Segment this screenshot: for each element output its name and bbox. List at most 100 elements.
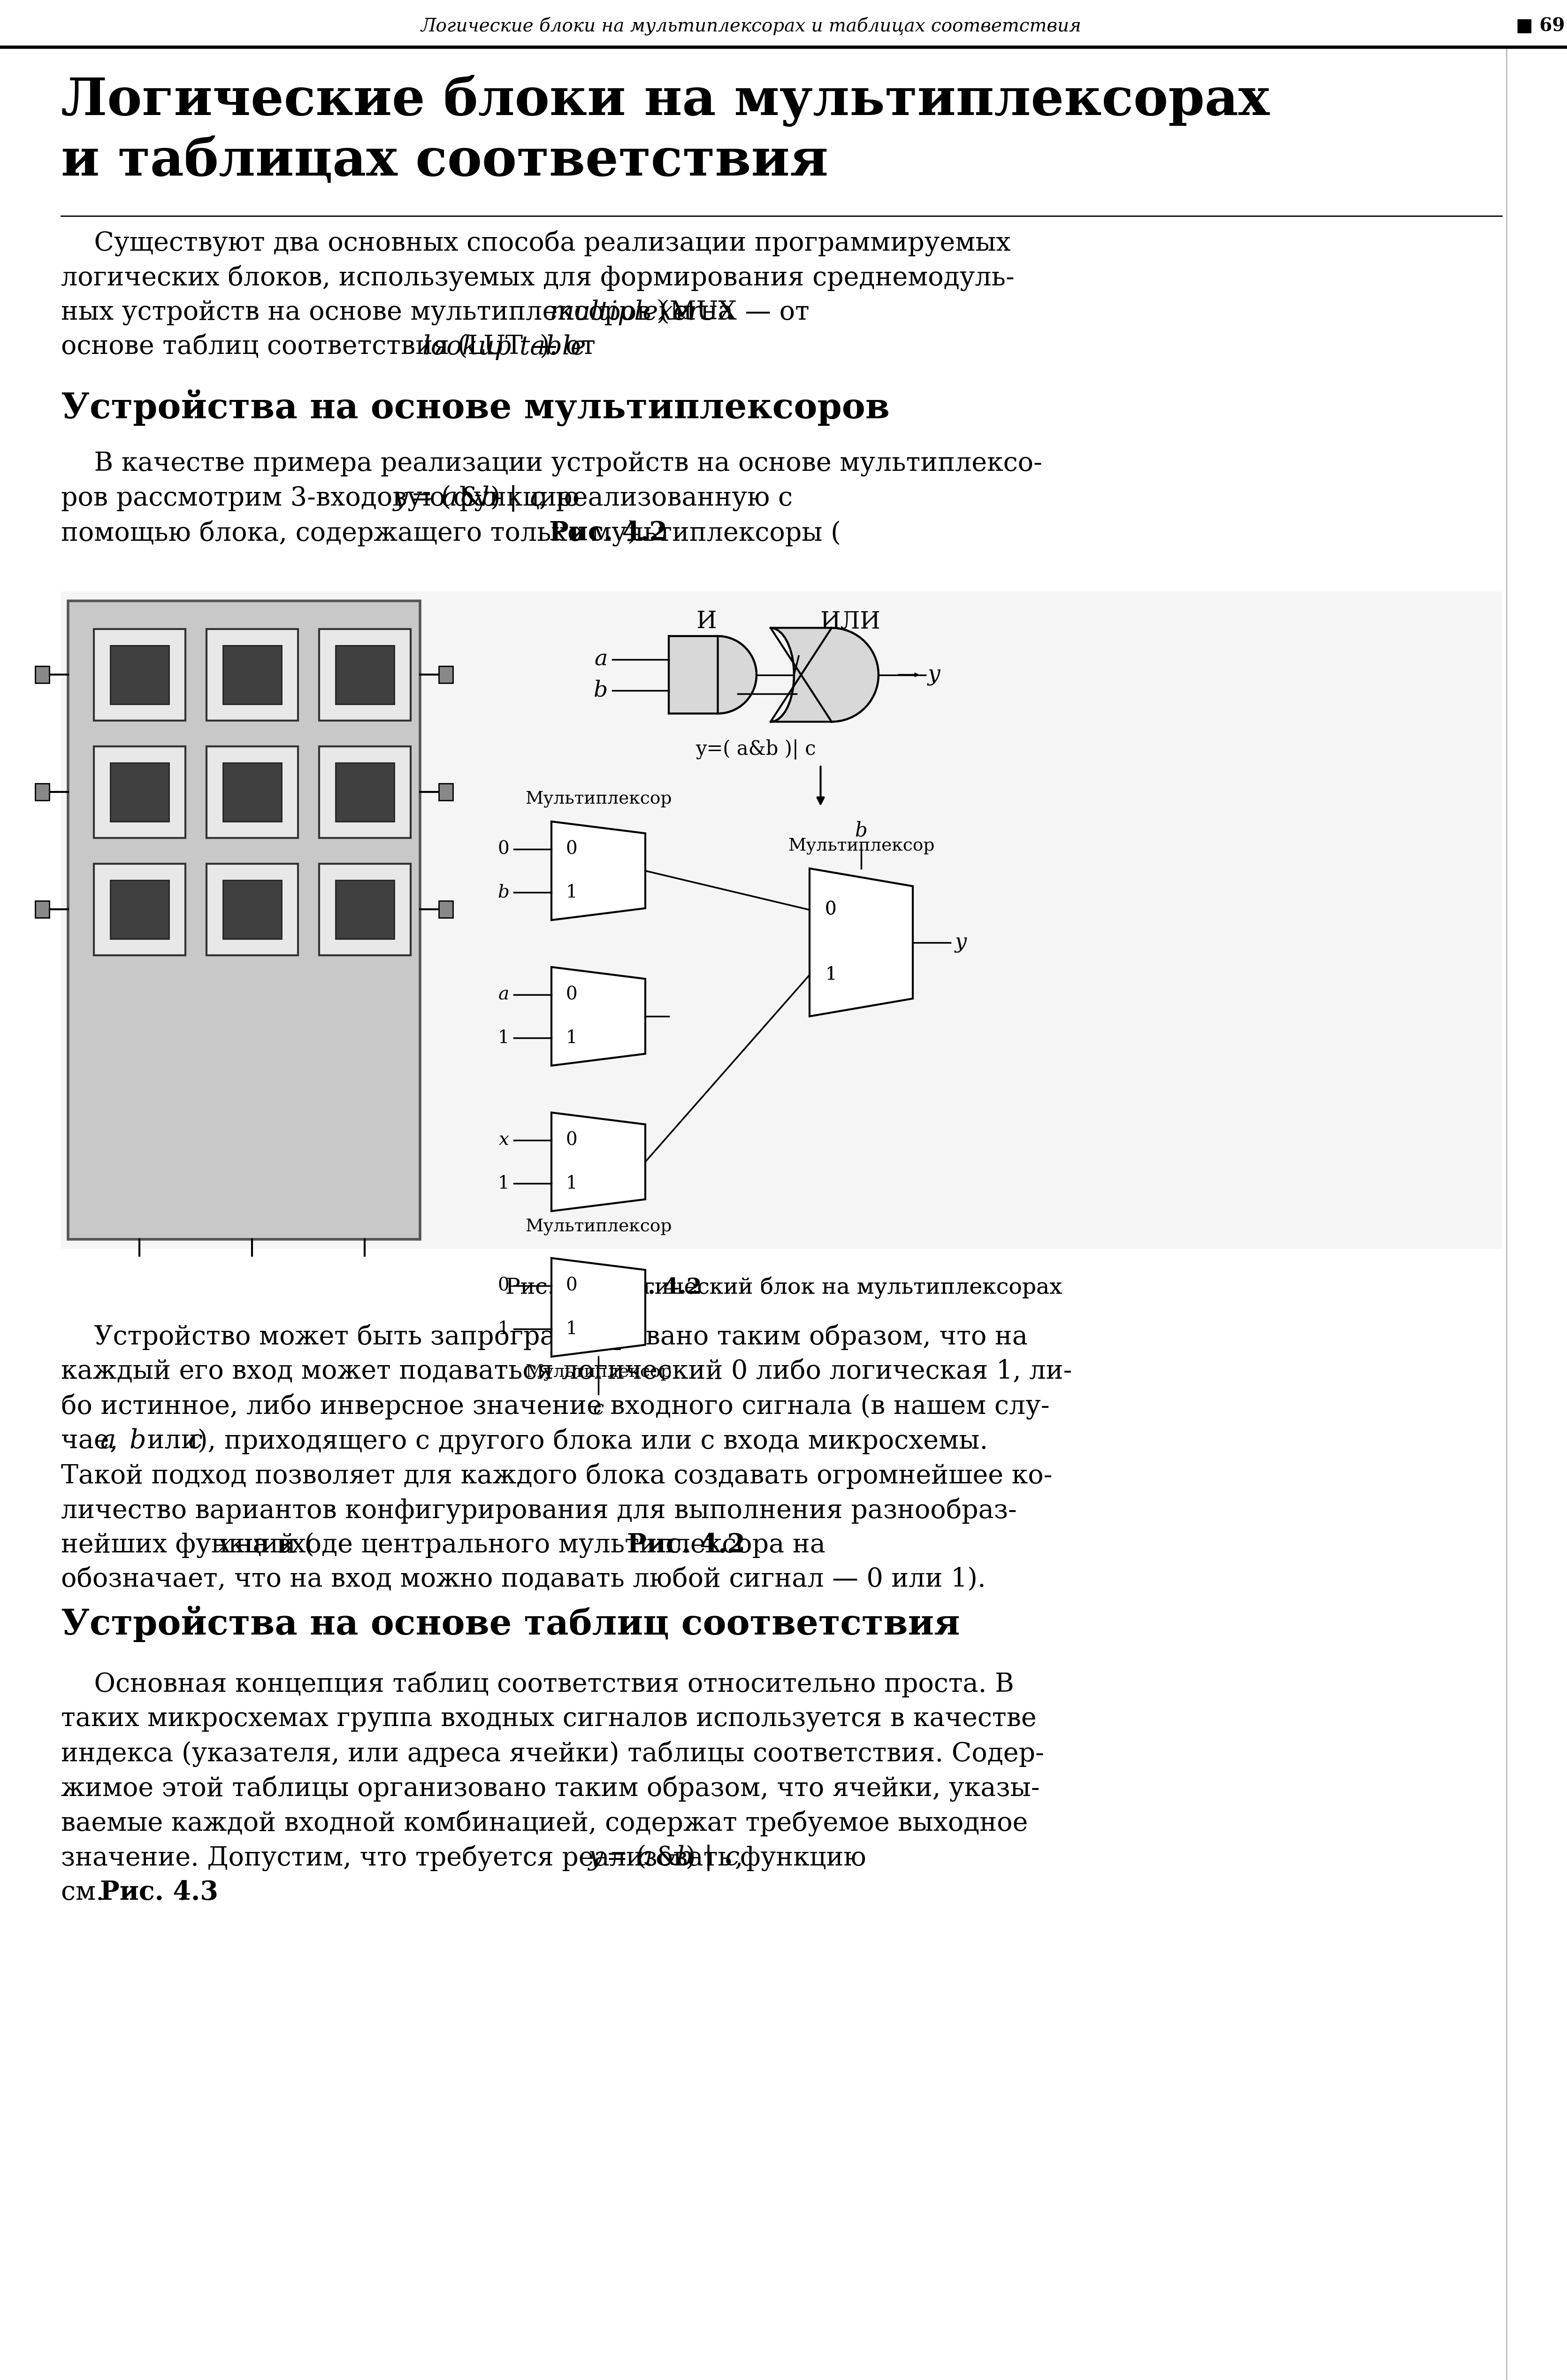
Text: , реализованную с: , реализованную с [539,486,793,512]
Text: или: или [139,1428,207,1454]
FancyBboxPatch shape [207,628,298,721]
FancyBboxPatch shape [335,645,395,704]
Text: 1: 1 [566,1028,577,1047]
Text: индекса (указателя, или адреса ячейки) таблицы соответствия. Содер-: индекса (указателя, или адреса ячейки) т… [61,1740,1044,1766]
Text: Мультиплексор: Мультиплексор [525,790,672,807]
Text: Мультиплексор: Мультиплексор [788,838,934,854]
FancyBboxPatch shape [223,764,282,821]
Text: чае: чае [61,1428,118,1454]
FancyBboxPatch shape [110,645,169,704]
FancyBboxPatch shape [61,593,1501,1250]
Text: y=( a&b )| c: y=( a&b )| c [696,740,816,759]
Text: Рис. 4.2: Рис. 4.2 [548,521,668,545]
Text: 1: 1 [566,1176,577,1192]
Text: личество вариантов конфигурирования для выполнения разнообраз-: личество вариантов конфигурирования для … [61,1497,1017,1523]
FancyBboxPatch shape [110,881,169,938]
Text: 0: 0 [498,1278,509,1295]
Polygon shape [810,869,914,1016]
Text: ) |: ) | [490,486,527,512]
FancyBboxPatch shape [439,783,453,800]
Text: b: b [481,486,497,512]
Text: c: c [721,683,733,704]
Text: b: b [856,821,868,840]
Text: c: c [592,1399,603,1418]
Text: b: b [497,883,509,902]
Text: .: . [179,1880,186,1906]
Text: ваемые каждой входной комбинацией, содержат требуемое выходное: ваемые каждой входной комбинацией, содер… [61,1811,1028,1835]
Text: ) |: ) | [686,1844,721,1871]
Polygon shape [552,1259,646,1357]
Text: и таблицах соответствия: и таблицах соответствия [61,136,829,186]
FancyBboxPatch shape [94,864,185,954]
FancyBboxPatch shape [67,600,420,1240]
Text: y: y [393,486,407,512]
FancyBboxPatch shape [110,764,169,821]
Text: ,: , [110,1428,127,1454]
Polygon shape [718,635,757,714]
Text: ), приходящего с другого блока или с входа микросхемы.: ), приходящего с другого блока или с вхо… [197,1428,989,1454]
FancyBboxPatch shape [207,864,298,954]
Text: значение. Допустим, что требуется реализовать функцию: значение. Допустим, что требуется реализ… [61,1844,874,1871]
Polygon shape [552,821,646,921]
Text: = (: = ( [403,486,451,512]
Text: &: & [451,486,490,512]
FancyBboxPatch shape [669,635,718,714]
Text: a: a [498,985,509,1004]
Text: В качестве примера реализации устройств на основе мультиплексо-: В качестве примера реализации устройств … [61,450,1042,476]
Text: 0: 0 [826,902,837,919]
Text: обозначает, что на вход можно подавать любой сигнал — 0 или 1).: обозначает, что на вход можно подавать л… [61,1566,986,1592]
FancyBboxPatch shape [34,783,49,800]
Text: основе таблиц соответствия (LUT — от: основе таблиц соответствия (LUT — от [61,333,603,359]
Text: Существуют два основных способа реализации программируемых: Существуют два основных способа реализац… [61,231,1011,257]
Text: a: a [636,1844,652,1871]
Text: &: & [647,1844,686,1871]
Text: = (: = ( [599,1844,647,1871]
Text: логических блоков, используемых для формирования среднемодуль-: логических блоков, используемых для форм… [61,264,1014,290]
Text: c: c [726,1844,740,1871]
Text: x: x [498,1130,509,1150]
Text: 1: 1 [498,1321,509,1338]
Text: помощью блока, содержащего только мультиплексоры (: помощью блока, содержащего только мульти… [61,521,841,545]
Text: a: a [594,650,608,669]
Text: Мультиплексор: Мультиплексор [525,1364,672,1380]
Text: multiplexer: multiplexer [548,300,700,326]
FancyBboxPatch shape [439,666,453,683]
Text: бо истинное, либо инверсное значение входного сигнала (в нашем слу-: бо истинное, либо инверсное значение вхо… [61,1392,1050,1418]
Text: см.: см. [61,1880,113,1906]
Text: 1: 1 [826,966,837,983]
FancyBboxPatch shape [320,864,411,954]
Polygon shape [771,628,879,721]
Text: a: a [100,1428,116,1454]
Text: 0: 0 [566,1278,577,1295]
Text: жимое этой таблицы организовано таким образом, что ячейки, указы-: жимое этой таблицы организовано таким об… [61,1775,1040,1802]
Text: 0: 0 [566,985,577,1004]
FancyBboxPatch shape [439,902,453,919]
Text: y: y [588,1844,603,1871]
Text: ).: ). [627,521,646,545]
Text: Рис. 4.2. Логический блок на мультиплексорах: Рис. 4.2. Логический блок на мультиплекс… [506,1276,1062,1299]
Polygon shape [552,966,646,1066]
Text: ,: , [735,1844,743,1871]
Text: ИЛИ: ИЛИ [820,609,881,633]
Text: Рис. 4.2. Логический блок на мультиплексорах: Рис. 4.2. Логический блок на мультиплекс… [506,1276,1062,1299]
FancyBboxPatch shape [34,666,49,683]
FancyBboxPatch shape [94,628,185,721]
Text: 1: 1 [566,883,577,902]
Text: ных устройств на основе мультиплексоров (MUX — от: ных устройств на основе мультиплексоров … [61,300,818,326]
Text: c: c [530,486,544,512]
Text: 0: 0 [566,840,577,857]
Text: таких микросхемах группа входных сигналов используется в качестве: таких микросхемах группа входных сигнало… [61,1706,1036,1733]
Text: lookup table: lookup table [422,333,586,359]
Text: a: a [442,486,458,512]
Text: каждый его вход может подаваться логический 0 либо логическая 1, ли-: каждый его вход может подаваться логичес… [61,1359,1072,1385]
FancyBboxPatch shape [223,645,282,704]
Text: Устройства на основе таблиц соответствия: Устройства на основе таблиц соответствия [61,1606,961,1642]
Text: x: x [218,1533,232,1559]
Text: ).: ). [539,333,558,359]
Text: 0: 0 [498,840,509,857]
Text: ) и на: ) и на [657,300,733,326]
FancyBboxPatch shape [335,881,395,938]
FancyBboxPatch shape [207,747,298,838]
Text: Устройство может быть запрограммировано таким образом, что на: Устройство может быть запрограммировано … [61,1323,1028,1349]
Text: ров рассмотрим 3-входовую функцию: ров рассмотрим 3-входовую функцию [61,486,588,512]
